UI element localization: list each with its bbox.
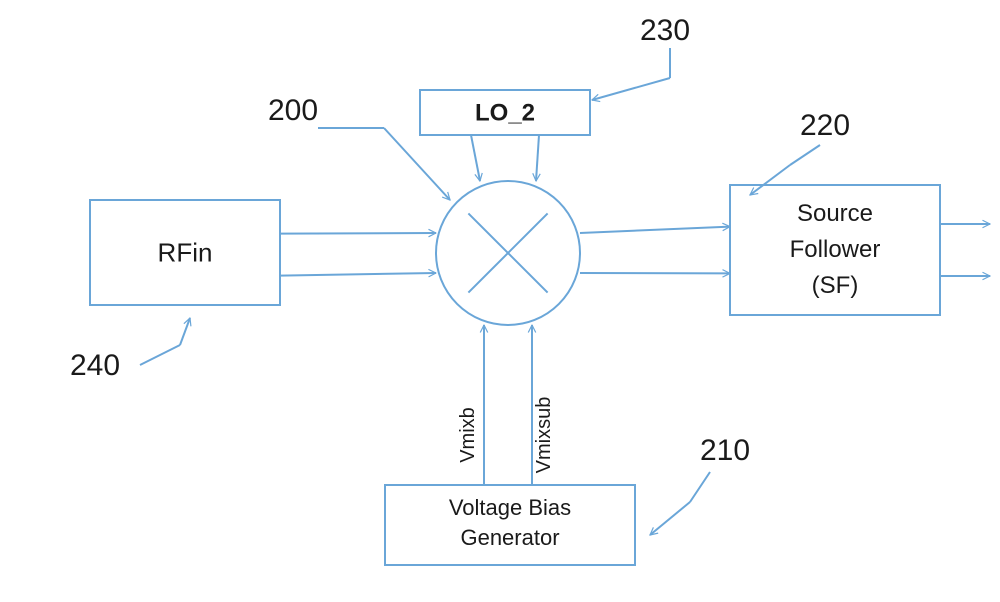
callout-210-label: 210 — [700, 434, 750, 467]
sf-label-2: Follower — [790, 236, 881, 263]
vmixb-label: Vmixb — [457, 407, 479, 463]
callout-220-leader-b — [750, 165, 790, 195]
arrow-lo-mix-1 — [471, 135, 480, 181]
lo2-label: LO_2 — [475, 100, 535, 127]
callout-240-leader-b — [180, 318, 190, 345]
callout-200-label: 200 — [268, 94, 318, 127]
arrow-rfin-mix-1 — [280, 233, 436, 234]
vmixsub-label: Vmixsub — [533, 397, 555, 474]
callout-230-leader-b — [592, 78, 670, 100]
callout-240-label: 240 — [70, 349, 120, 382]
callout-210-leader-b — [650, 502, 690, 535]
callout-240-leader-a — [140, 345, 180, 365]
rfin-label: RFin — [158, 238, 213, 268]
callout-230-label: 230 — [640, 14, 690, 47]
arrow-rfin-mix-2 — [280, 273, 436, 276]
sf-label-3: (SF) — [812, 272, 859, 299]
sf-label-1: Source — [797, 200, 873, 227]
arrow-mix-sf-1 — [580, 227, 730, 233]
vbg-label-1: Voltage Bias — [449, 495, 571, 520]
callout-220-leader-a — [790, 145, 820, 165]
callout-200-leader-b — [384, 128, 450, 200]
vbg-label-2: Generator — [460, 525, 559, 550]
arrow-lo-mix-2 — [536, 135, 539, 181]
callout-220-label: 220 — [800, 109, 850, 142]
callout-210-leader-a — [690, 472, 710, 502]
